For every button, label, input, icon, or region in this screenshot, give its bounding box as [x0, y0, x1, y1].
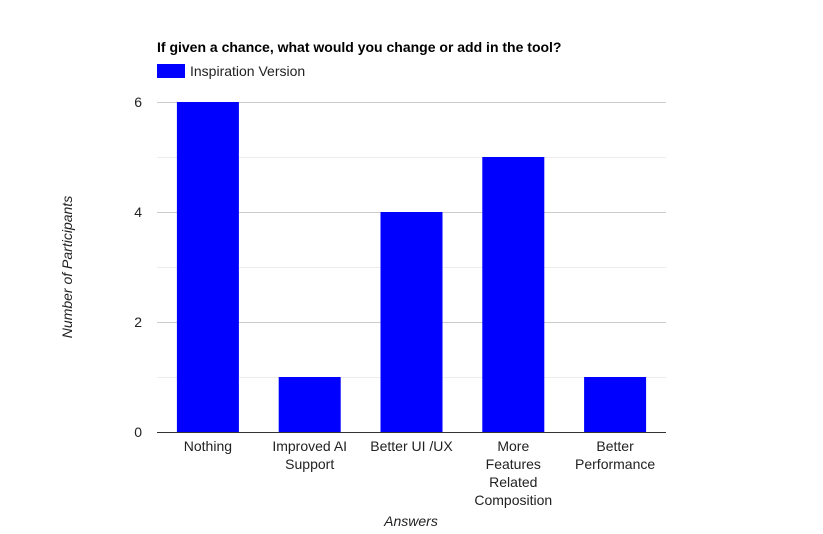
y-axis-title: Number of Participants [59, 196, 75, 338]
x-tick-label: More Features Related Composition [474, 438, 552, 508]
legend-label: Inspiration Version [190, 63, 305, 79]
x-tick-label-line: Performance [575, 456, 655, 472]
bar [584, 377, 647, 432]
y-tick-label: 4 [134, 204, 142, 220]
x-tick-label: Better Performance [575, 438, 655, 472]
y-axis-ticks: 0 2 4 6 [134, 94, 142, 440]
x-tick-label: Nothing [184, 438, 232, 454]
x-tick-label-line: Improved AI [272, 438, 347, 454]
x-tick-label-line: Support [285, 456, 334, 472]
legend-swatch [157, 64, 185, 78]
x-tick-label: Better UI /UX [370, 438, 453, 454]
x-tick-label-line: Related [489, 474, 537, 490]
x-tick-label: Improved AI Support [272, 438, 347, 472]
legend: Inspiration Version [157, 63, 305, 79]
bar [278, 377, 341, 432]
y-tick-label: 6 [134, 94, 142, 110]
x-tick-label-line: Better [596, 438, 634, 454]
y-tick-label: 2 [134, 314, 142, 330]
x-axis-title: Answers [383, 513, 438, 529]
x-tick-label-line: Composition [474, 492, 552, 508]
x-tick-label-line: Better UI /UX [370, 438, 453, 454]
y-tick-label: 0 [134, 424, 142, 440]
x-tick-label-line: Nothing [184, 438, 232, 454]
chart-title: If given a chance, what would you change… [157, 39, 561, 55]
x-tick-label-line: More [497, 438, 529, 454]
x-axis-ticks: Nothing Improved AI Support Better UI /UX Mo… [184, 438, 656, 508]
bars [176, 102, 647, 432]
bar [482, 157, 545, 432]
bar [380, 212, 443, 432]
x-tick-label-line: Features [486, 456, 541, 472]
bar [176, 102, 239, 432]
